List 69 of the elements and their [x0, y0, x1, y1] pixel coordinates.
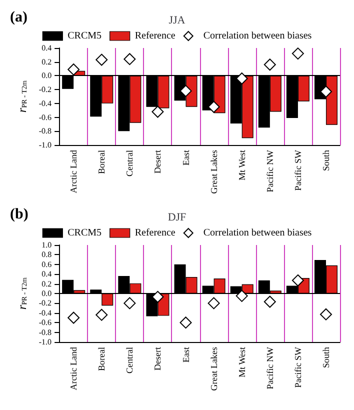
y-tick-label: 1.0 — [42, 240, 52, 250]
point — [236, 72, 248, 84]
point — [96, 308, 108, 321]
legend-label: Correlation between biases — [203, 228, 312, 238]
legend-label: CRCM5 — [68, 30, 102, 42]
point — [208, 100, 220, 113]
point — [236, 290, 248, 302]
x-tick-label: Pacific SW — [292, 150, 303, 191]
text: (b) — [10, 206, 28, 222]
x-tick-label: South — [320, 150, 331, 172]
y-tick-label: -0.8 — [38, 328, 52, 337]
point — [320, 86, 332, 98]
legend-label: Reference — [134, 228, 176, 238]
y-tick-label: 0.2 — [42, 279, 52, 288]
point — [124, 53, 136, 66]
y-tick-label: -0.6 — [38, 112, 52, 122]
x-tick-label: Great Lakes — [208, 346, 219, 391]
point — [292, 48, 304, 60]
y-tick-label: -0.2 — [38, 298, 52, 308]
y-tick-label: -0.4 — [38, 98, 52, 108]
y-tick-label: 0.4 — [42, 44, 52, 52]
y-tick-label: 0.4 — [42, 270, 52, 279]
x-tick-label: Mt West — [236, 150, 247, 180]
y-tick-label: -0.6 — [38, 318, 52, 328]
y-tick-label: -0.8 — [38, 126, 52, 136]
x-tick-label: Arctic Land — [68, 150, 79, 194]
point — [264, 58, 276, 71]
x-tick-label: Desert — [152, 346, 163, 370]
legend-label: CRCM5 — [68, 228, 102, 238]
point — [264, 296, 276, 308]
x-tick-label: South — [320, 346, 331, 368]
point — [320, 308, 332, 320]
x-tick-label: Central — [124, 150, 135, 176]
point — [152, 290, 164, 303]
x-tick-label: Mt West — [236, 346, 247, 378]
x-tick-label: Arctic Land — [68, 346, 79, 390]
y-tick-label: -0.4 — [38, 308, 52, 318]
point — [180, 316, 192, 329]
x-tick-label: Great Lakes — [208, 150, 219, 194]
point — [152, 106, 164, 118]
y-tick-label: 0.0 — [42, 289, 52, 298]
x-tick-label: Boreal — [96, 150, 107, 174]
point — [68, 63, 80, 76]
point — [124, 297, 136, 310]
y-tick-label: -0.2 — [38, 85, 52, 94]
chart-title: DJF — [168, 212, 186, 224]
legend-label: Correlation between biases — [203, 30, 312, 42]
x-tick-label: Pacific NW — [264, 150, 275, 192]
x-tick-label: Desert — [152, 150, 163, 174]
x-tick-label: Pacific SW — [292, 346, 303, 388]
x-tick-label: Central — [124, 346, 135, 374]
chart-title: JJA — [168, 14, 186, 26]
x-tick-label: East — [180, 346, 191, 362]
text: (a) — [10, 10, 28, 26]
y-tick-label: 0.8 — [42, 250, 52, 260]
point — [68, 312, 80, 324]
y-tick-label: 0.2 — [42, 57, 52, 66]
x-tick-label: Boreal — [96, 346, 107, 371]
point — [292, 274, 304, 286]
y-tick-label: 0.6 — [42, 260, 52, 269]
legend-label: Reference — [134, 30, 176, 42]
y-tick-label: 0.0 — [42, 71, 52, 80]
point — [180, 84, 192, 97]
y-tick-label: -1.0 — [38, 140, 52, 150]
x-tick-label: Pacific NW — [264, 346, 275, 390]
point — [96, 54, 108, 66]
x-tick-label: East — [180, 150, 191, 166]
point — [208, 297, 220, 310]
y-tick-label: -1.0 — [38, 338, 52, 346]
